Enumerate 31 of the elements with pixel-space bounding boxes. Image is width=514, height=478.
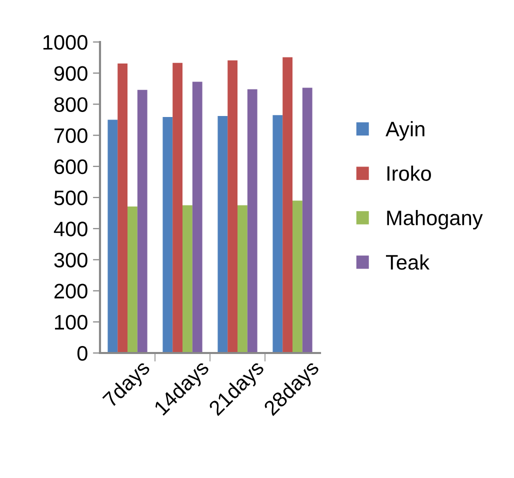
bar bbox=[172, 62, 182, 353]
bar bbox=[137, 90, 148, 353]
legend-label: Iroko bbox=[387, 166, 431, 181]
legend-label: Teak bbox=[386, 254, 430, 270]
y-tick-label: 300 bbox=[54, 252, 88, 268]
y-tick-label: 900 bbox=[54, 66, 88, 81]
bar bbox=[128, 206, 138, 353]
bar bbox=[108, 120, 118, 353]
bar bbox=[292, 200, 302, 353]
y-tick-label: 400 bbox=[54, 222, 88, 236]
y-tick-label: 700 bbox=[54, 128, 88, 144]
y-tick-label: 600 bbox=[54, 159, 88, 174]
bar bbox=[118, 63, 128, 353]
bar bbox=[192, 82, 202, 353]
y-tick-label: 800 bbox=[54, 97, 88, 112]
bar bbox=[272, 115, 283, 353]
y-tick-label: 200 bbox=[54, 284, 88, 299]
bar bbox=[162, 116, 173, 353]
bar bbox=[302, 88, 312, 353]
bar bbox=[247, 89, 258, 353]
y-tick-label: 1000 bbox=[43, 35, 88, 50]
y-tick-label: 500 bbox=[54, 190, 88, 206]
legend-label: Mahogany bbox=[387, 210, 483, 230]
y-tick-label: 0 bbox=[77, 346, 88, 361]
bar bbox=[228, 60, 238, 353]
bar bbox=[218, 116, 228, 353]
legend-label: Ayin bbox=[386, 121, 424, 141]
bar bbox=[282, 57, 292, 353]
y-tick-label: 100 bbox=[55, 314, 88, 330]
bar bbox=[182, 205, 192, 353]
bar bbox=[238, 205, 248, 353]
